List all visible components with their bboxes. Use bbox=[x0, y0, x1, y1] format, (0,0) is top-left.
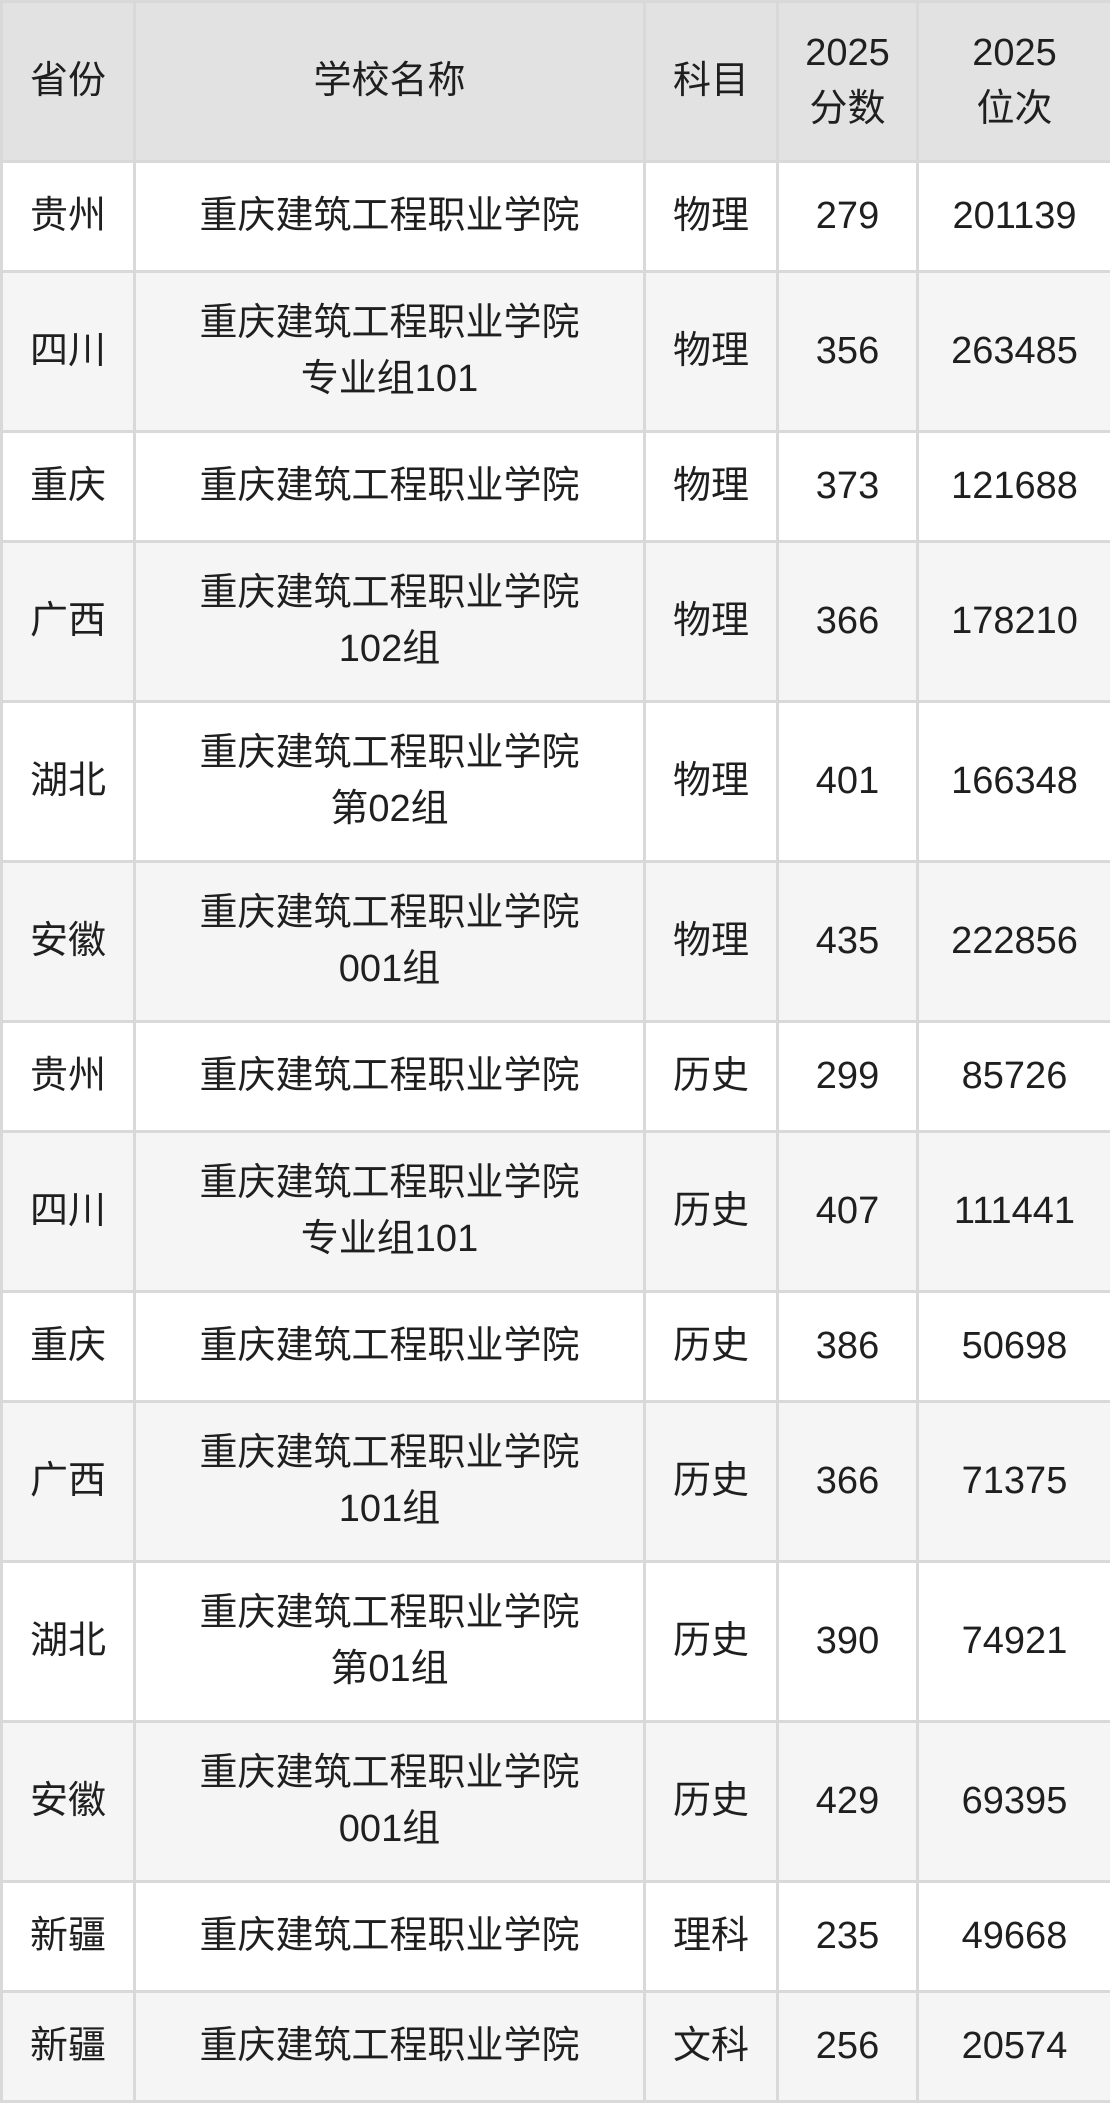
cell-rank: 50698 bbox=[918, 1292, 1110, 1402]
cell-score: 366 bbox=[778, 1402, 918, 1562]
cell-school-name: 重庆建筑工程职业学院 001组 bbox=[135, 1722, 645, 1882]
cell-score: 390 bbox=[778, 1562, 918, 1722]
cell-score: 386 bbox=[778, 1292, 918, 1402]
cell-province: 四川 bbox=[2, 1132, 135, 1292]
cell-rank: 74921 bbox=[918, 1562, 1110, 1722]
header-province: 省份 bbox=[2, 2, 135, 162]
cell-rank: 85726 bbox=[918, 1022, 1110, 1132]
cell-subject: 物理 bbox=[645, 272, 778, 432]
cell-rank: 69395 bbox=[918, 1722, 1110, 1882]
table-header-row: 省份 学校名称 科目 2025 分数 2025 位次 bbox=[2, 2, 1110, 162]
cell-score: 373 bbox=[778, 432, 918, 542]
cell-school-name: 重庆建筑工程职业学院 bbox=[135, 432, 645, 542]
cell-rank: 49668 bbox=[918, 1882, 1110, 1992]
cell-school-name: 重庆建筑工程职业学院 102组 bbox=[135, 542, 645, 702]
cell-subject: 文科 bbox=[645, 1992, 778, 2102]
cell-school-name: 重庆建筑工程职业学院 001组 bbox=[135, 862, 645, 1022]
cell-school-name: 重庆建筑工程职业学院 bbox=[135, 1292, 645, 1402]
cell-score: 429 bbox=[778, 1722, 918, 1882]
cell-subject: 物理 bbox=[645, 542, 778, 702]
cell-rank: 263485 bbox=[918, 272, 1110, 432]
cell-province: 新疆 bbox=[2, 1882, 135, 1992]
header-school-name: 学校名称 bbox=[135, 2, 645, 162]
cell-school-name: 重庆建筑工程职业学院 专业组101 bbox=[135, 272, 645, 432]
cell-province: 湖北 bbox=[2, 1562, 135, 1722]
header-2025-score: 2025 分数 bbox=[778, 2, 918, 162]
cell-province: 贵州 bbox=[2, 162, 135, 272]
cell-subject: 理科 bbox=[645, 1882, 778, 1992]
cell-score: 235 bbox=[778, 1882, 918, 1992]
cell-rank: 121688 bbox=[918, 432, 1110, 542]
header-subject: 科目 bbox=[645, 2, 778, 162]
cell-subject: 历史 bbox=[645, 1722, 778, 1882]
cell-rank: 201139 bbox=[918, 162, 1110, 272]
cell-province: 安徽 bbox=[2, 862, 135, 1022]
cell-school-name: 重庆建筑工程职业学院 第02组 bbox=[135, 702, 645, 862]
cell-rank: 71375 bbox=[918, 1402, 1110, 1562]
cell-school-name: 重庆建筑工程职业学院 bbox=[135, 1992, 645, 2102]
cell-subject: 历史 bbox=[645, 1562, 778, 1722]
cell-score: 256 bbox=[778, 1992, 918, 2102]
cell-school-name: 重庆建筑工程职业学院 101组 bbox=[135, 1402, 645, 1562]
cell-score: 366 bbox=[778, 542, 918, 702]
cell-school-name: 重庆建筑工程职业学院 bbox=[135, 1882, 645, 1992]
cell-score: 299 bbox=[778, 1022, 918, 1132]
cell-school-name: 重庆建筑工程职业学院 bbox=[135, 162, 645, 272]
cell-school-name: 重庆建筑工程职业学院 专业组101 bbox=[135, 1132, 645, 1292]
cell-rank: 166348 bbox=[918, 702, 1110, 862]
cell-rank: 178210 bbox=[918, 542, 1110, 702]
cell-province: 广西 bbox=[2, 542, 135, 702]
cell-score: 435 bbox=[778, 862, 918, 1022]
cell-subject: 物理 bbox=[645, 162, 778, 272]
cell-province: 重庆 bbox=[2, 432, 135, 542]
cell-rank: 20574 bbox=[918, 1992, 1110, 2102]
cell-subject: 物理 bbox=[645, 432, 778, 542]
cell-rank: 111441 bbox=[918, 1132, 1110, 1292]
cell-subject: 历史 bbox=[645, 1292, 778, 1402]
cell-score: 356 bbox=[778, 272, 918, 432]
cell-province: 四川 bbox=[2, 272, 135, 432]
cell-province: 安徽 bbox=[2, 1722, 135, 1882]
cell-rank: 222856 bbox=[918, 862, 1110, 1022]
header-2025-rank: 2025 位次 bbox=[918, 2, 1110, 162]
cell-subject: 物理 bbox=[645, 702, 778, 862]
cell-score: 407 bbox=[778, 1132, 918, 1292]
cell-province: 新疆 bbox=[2, 1992, 135, 2102]
cell-subject: 物理 bbox=[645, 862, 778, 1022]
cell-subject: 历史 bbox=[645, 1402, 778, 1562]
cell-score: 401 bbox=[778, 702, 918, 862]
cell-school-name: 重庆建筑工程职业学院 第01组 bbox=[135, 1562, 645, 1722]
cell-province: 广西 bbox=[2, 1402, 135, 1562]
cell-province: 重庆 bbox=[2, 1292, 135, 1402]
cell-subject: 历史 bbox=[645, 1132, 778, 1292]
cell-score: 279 bbox=[778, 162, 918, 272]
cell-province: 贵州 bbox=[2, 1022, 135, 1132]
cell-province: 湖北 bbox=[2, 702, 135, 862]
cell-subject: 历史 bbox=[645, 1022, 778, 1132]
cell-school-name: 重庆建筑工程职业学院 bbox=[135, 1022, 645, 1132]
